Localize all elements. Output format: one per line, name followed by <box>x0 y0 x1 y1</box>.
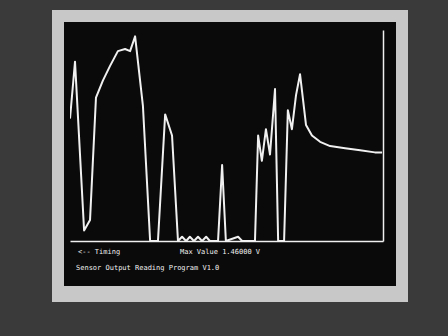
screen <box>64 22 396 286</box>
background <box>0 0 448 336</box>
title: Sensor Output Reading Program V1.0 <box>76 264 219 272</box>
chart: <-- Timing Max Value 1.46000 V Sensor Outp… <box>0 0 448 336</box>
y-axis <box>383 31 384 242</box>
annotation: Max Value 1.46000 V <box>180 248 261 256</box>
plot-area <box>70 36 382 241</box>
x-label: <-- Timing <box>78 248 120 256</box>
bezel <box>52 10 408 302</box>
y-axis-line <box>383 31 385 242</box>
signal-line <box>70 36 382 241</box>
